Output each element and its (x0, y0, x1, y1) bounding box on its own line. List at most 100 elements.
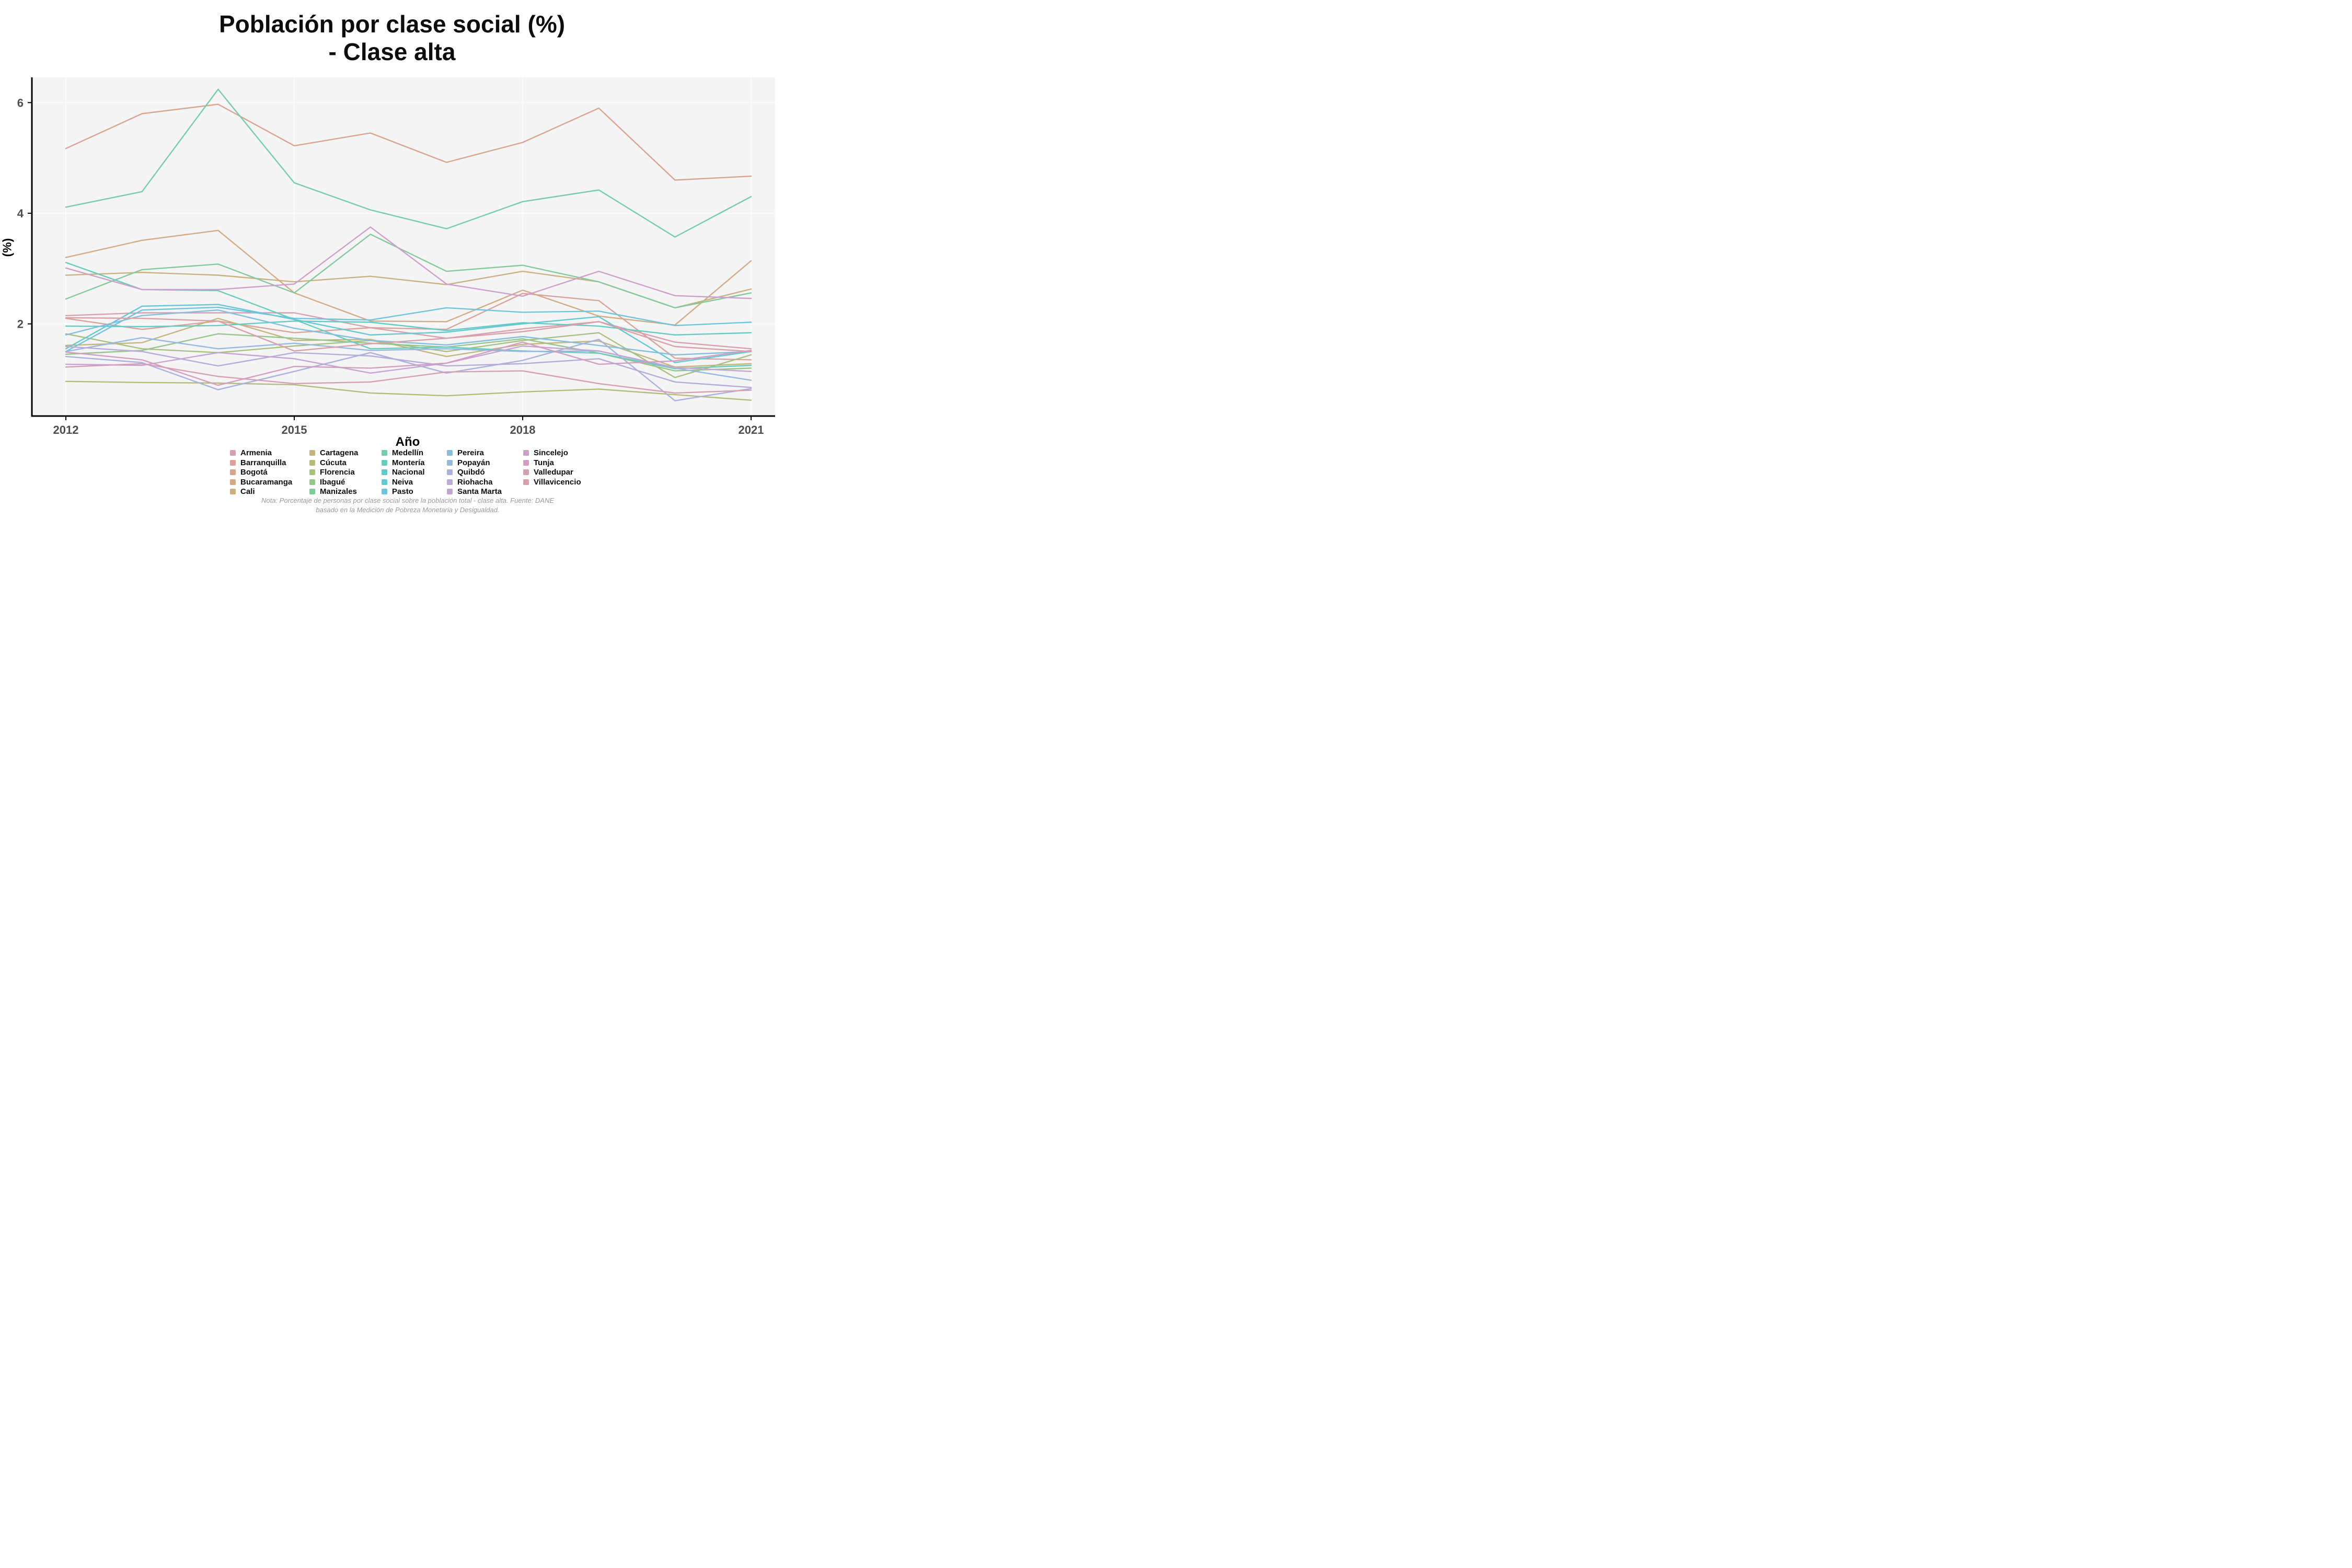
legend: Armenia Barranquilla Bogotá Bucaramanga Cali… (230, 448, 581, 497)
line-chart-plot-area: 2 4 6 2012 2015 2018 2021 (17, 77, 775, 436)
legend-label: Nacional (392, 468, 425, 477)
legend-label: Montería (392, 458, 425, 467)
legend-label: Valledupar (534, 468, 573, 477)
legend-label: Barranquilla (240, 458, 286, 467)
panel-background (32, 77, 775, 416)
legend-swatch-icon (447, 459, 453, 466)
legend-item-barranquilla: Barranquilla (230, 458, 296, 468)
legend-label: Florencia (320, 468, 355, 477)
legend-swatch-icon (382, 479, 387, 485)
series-line-nacional (65, 320, 752, 336)
y-axis-title: (%) (0, 238, 14, 257)
legend-swatch-icon (382, 450, 387, 456)
legend-swatch-icon (230, 459, 236, 466)
legend-swatch-icon (309, 479, 315, 485)
legend-swatch-icon (447, 450, 453, 456)
legend-swatch-icon (309, 489, 315, 495)
y-tick-label-6: 6 (17, 96, 24, 109)
legend-swatch-icon (523, 450, 529, 456)
x-tick-label-2012: 2012 (53, 423, 79, 436)
legend-swatch-icon (230, 469, 236, 476)
series-line-cúcuta (65, 381, 752, 401)
legend-swatch-icon (309, 469, 315, 476)
legend-label: Armenia (240, 448, 272, 458)
legend-label: Villavicencio (534, 477, 581, 487)
legend-label: Cúcuta (320, 458, 347, 467)
legend-column-5: Sincelejo Tunja Valledupar Villavicencio (523, 448, 581, 487)
chart-title-line2: - Clase alta (328, 38, 456, 65)
legend-column-3: Medellín Montería Nacional Neiva Pasto (382, 448, 433, 497)
legend-item-pasto: Pasto (382, 487, 433, 497)
legend-label: Quibdó (457, 468, 485, 477)
legend-item-armenia: Armenia (230, 448, 296, 458)
legend-item-medellín: Medellín (382, 448, 433, 458)
legend-label: Cali (240, 487, 255, 497)
legend-item-ibagué: Ibagué (309, 478, 368, 487)
series-line-pasto (65, 306, 752, 352)
legend-swatch-icon (230, 450, 236, 456)
legend-swatch-icon (382, 489, 387, 495)
legend-label: Cartagena (320, 448, 359, 458)
legend-item-bogotá: Bogotá (230, 468, 296, 477)
legend-swatch-icon (309, 459, 315, 466)
legend-swatch-icon (382, 459, 387, 466)
legend-item-cúcuta: Cúcuta (309, 458, 368, 468)
series-line-villavicencio (65, 317, 752, 352)
legend-item-nacional: Nacional (382, 468, 433, 477)
legend-item-valledupar: Valledupar (523, 468, 581, 477)
series-line-santa-marta (65, 345, 752, 374)
x-tick-label-2018: 2018 (510, 423, 536, 436)
series-line-neiva (65, 304, 752, 363)
chart-title: Población por clase social (%) - Clase a… (0, 10, 784, 66)
footnote: Nota: Porcentaje de personas por clase s… (0, 496, 784, 515)
legend-label: Pereira (457, 448, 484, 458)
legend-column-1: Armenia Barranquilla Bogotá Bucaramanga Cali (230, 448, 296, 497)
legend-swatch-icon (447, 489, 453, 495)
chart-figure: 2 4 6 2012 2015 2018 2021 Población por clase … (0, 0, 784, 523)
legend-column-2: Cartagena Cúcuta Florencia Ibagué Manizales (309, 448, 368, 497)
legend-swatch-icon (447, 479, 453, 485)
legend-swatch-icon (309, 450, 315, 456)
series-line-tunja (65, 341, 752, 386)
legend-label: Bucaramanga (240, 477, 293, 487)
legend-item-bucaramanga: Bucaramanga (230, 478, 296, 487)
x-tick-label-2021: 2021 (739, 423, 764, 436)
legend-label: Sincelejo (534, 448, 568, 458)
legend-swatch-icon (523, 479, 529, 485)
legend-item-montería: Montería (382, 458, 433, 468)
legend-label: Riohacha (457, 477, 493, 487)
legend-item-florencia: Florencia (309, 468, 368, 477)
legend-label: Ibagué (320, 477, 345, 487)
legend-item-cartagena: Cartagena (309, 448, 368, 458)
x-tick-label-2015: 2015 (282, 423, 307, 436)
y-tick-label-4: 4 (17, 207, 24, 220)
series-line-florencia (65, 332, 752, 378)
x-axis-title: Año (395, 435, 420, 449)
legend-label: Santa Marta (457, 487, 502, 497)
chart-title-line1: Población por clase social (%) (218, 10, 566, 38)
y-tick-label-2: 2 (17, 318, 24, 331)
legend-item-sincelejo: Sincelejo (523, 448, 581, 458)
legend-label: Pasto (392, 487, 413, 497)
legend-item-manizales: Manizales (309, 487, 368, 497)
series-line-bogotá (65, 103, 752, 181)
legend-swatch-icon (523, 469, 529, 476)
legend-swatch-icon (230, 479, 236, 485)
legend-label: Popayán (457, 458, 490, 467)
series-line-bucaramanga (65, 229, 752, 326)
legend-item-popayán: Popayán (447, 458, 510, 468)
legend-item-santa-marta: Santa Marta (447, 487, 510, 497)
legend-swatch-icon (523, 459, 529, 466)
series-line-sincelejo (65, 226, 752, 299)
series-line-barranquilla (65, 293, 752, 361)
legend-item-neiva: Neiva (382, 478, 433, 487)
series-line-manizales (65, 234, 752, 309)
footnote-line1: Nota: Porcentaje de personas por clase s… (261, 497, 555, 504)
legend-item-riohacha: Riohacha (447, 478, 510, 487)
legend-label: Medellín (392, 448, 424, 458)
legend-column-4: Pereira Popayán Quibdó Riohacha Santa Marta (447, 448, 510, 497)
series-line-valledupar (65, 363, 752, 394)
legend-item-quibdó: Quibdó (447, 468, 510, 477)
legend-item-pereira: Pereira (447, 448, 510, 458)
legend-item-tunja: Tunja (523, 458, 581, 468)
